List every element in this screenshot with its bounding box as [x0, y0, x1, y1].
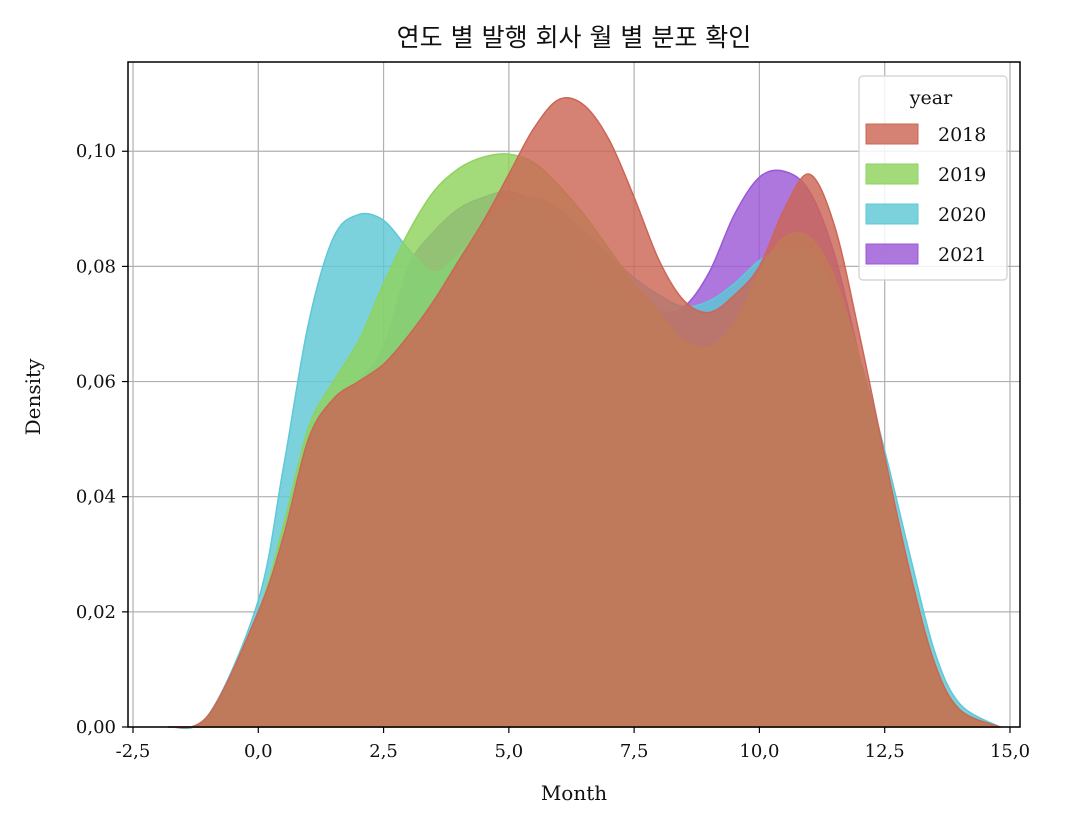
legend-swatch-2020: [865, 203, 919, 225]
legend-swatch-2021: [865, 243, 919, 265]
y-tick-label: 0,00: [76, 717, 116, 738]
x-axis-ticks: -2,5 0,0 2,5 5,0 7,5 10,0 12,5 15,0: [116, 727, 1030, 762]
x-tick-label: 10,0: [739, 741, 779, 762]
legend-items: 2018 2019 2020 2021: [865, 123, 986, 266]
y-axis-label: Density: [21, 358, 45, 435]
y-tick-label: 0,06: [76, 372, 116, 393]
x-axis-label: Month: [541, 781, 607, 805]
x-tick-label: 15,0: [990, 741, 1030, 762]
legend-title: year: [909, 87, 953, 109]
x-tick-label: 5,0: [495, 741, 524, 762]
legend-swatch-2018: [865, 123, 919, 145]
x-tick-label: 0,0: [244, 741, 273, 762]
plot-areas: [167, 97, 1003, 730]
chart-title: 연도 별 발행 회사 월 별 분포 확인: [397, 23, 752, 52]
y-tick-label: 0,04: [76, 487, 116, 508]
legend-label-2018: 2018: [938, 124, 986, 146]
legend: year 2018 2019 2020 2021: [858, 75, 1008, 281]
legend-swatch-2019: [865, 163, 919, 185]
x-tick-label: -2,5: [116, 741, 151, 762]
x-tick-label: 7,5: [620, 741, 649, 762]
y-tick-label: 0,02: [76, 602, 116, 623]
legend-label-2021: 2021: [938, 244, 986, 266]
y-tick-label: 0,08: [76, 256, 116, 277]
x-tick-label: 12,5: [865, 741, 905, 762]
series-2018-area: [167, 97, 1001, 729]
legend-label-2019: 2019: [938, 164, 986, 186]
plot-frame: [127, 61, 1021, 728]
y-axis-ticks: 0,00 0,02 0,04 0,06 0,08 0,10: [76, 141, 128, 738]
legend-label-2020: 2020: [938, 204, 986, 226]
x-tick-label: 2,5: [369, 741, 398, 762]
y-tick-label: 0,10: [76, 141, 116, 162]
